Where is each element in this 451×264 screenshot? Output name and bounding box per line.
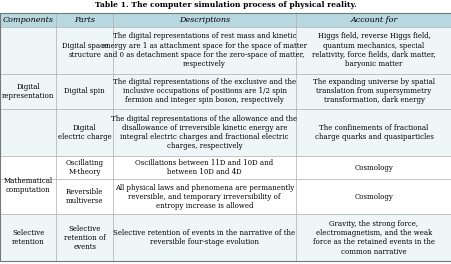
- Text: All physical laws and phenomena are permanently
reversible, and temporary irreve: All physical laws and phenomena are perm…: [115, 184, 294, 210]
- Text: Selective
retention: Selective retention: [12, 229, 45, 247]
- Text: Reversible
multiverse: Reversible multiverse: [66, 188, 103, 205]
- Text: Descriptions: Descriptions: [179, 16, 230, 24]
- Bar: [0, 13, 56, 27]
- Text: The digital representations of the exclusive and the
inclusive occupations of po: The digital representations of the exclu…: [113, 78, 295, 105]
- Bar: [295, 156, 451, 179]
- Bar: [295, 214, 451, 261]
- Bar: [0, 179, 56, 214]
- Text: The confinements of fractional
charge quarks and quasiparticles: The confinements of fractional charge qu…: [314, 124, 433, 141]
- Text: Gravity, the strong force,
electromagnetism, and the weak
force as the retained : Gravity, the strong force, electromagnet…: [313, 220, 434, 256]
- Bar: [295, 74, 451, 109]
- Bar: [113, 109, 295, 156]
- Text: Parts: Parts: [74, 16, 95, 24]
- Text: Mathematical
computation: Mathematical computation: [4, 177, 53, 194]
- Text: The expanding universe by spatial
translation from supersymmetry
transformation,: The expanding universe by spatial transl…: [313, 78, 434, 105]
- Text: Higgs field, reverse Higgs field,
quantum mechanics, special
relativity, force f: Higgs field, reverse Higgs field, quantu…: [312, 32, 435, 68]
- Text: Digital
representation: Digital representation: [2, 83, 54, 100]
- Bar: [56, 74, 113, 109]
- Bar: [295, 109, 451, 156]
- Text: Digital
electric charge: Digital electric charge: [58, 124, 111, 141]
- Bar: [113, 156, 295, 179]
- Bar: [56, 109, 113, 156]
- Text: Oscillating
M-theory: Oscillating M-theory: [65, 159, 104, 176]
- Bar: [56, 214, 113, 261]
- Bar: [295, 179, 451, 214]
- Bar: [113, 179, 295, 214]
- Bar: [56, 13, 113, 27]
- Text: Selective retention of events in the narrative of the
reversible four-stage evol: Selective retention of events in the nar…: [113, 229, 295, 247]
- Bar: [0, 27, 56, 74]
- Text: Oscillations between 11D and 10D and
between 10D and 4D: Oscillations between 11D and 10D and bet…: [135, 159, 273, 176]
- Bar: [0, 109, 56, 156]
- Bar: [295, 13, 451, 27]
- Bar: [0, 74, 56, 109]
- Bar: [295, 27, 451, 74]
- Text: The digital representations of rest mass and kinetic
energy are 1 as attachment : The digital representations of rest mass…: [102, 32, 306, 68]
- Text: Selective
retention of
events: Selective retention of events: [64, 225, 106, 251]
- Text: Account for: Account for: [350, 16, 397, 24]
- Text: Digital spin: Digital spin: [64, 87, 105, 95]
- Text: Cosmology: Cosmology: [354, 193, 393, 201]
- Text: Table 1. The computer simulation process of physical reality.: Table 1. The computer simulation process…: [95, 1, 356, 9]
- Bar: [113, 74, 295, 109]
- Bar: [0, 156, 56, 179]
- Bar: [56, 156, 113, 179]
- Bar: [56, 27, 113, 74]
- Bar: [113, 27, 295, 74]
- Bar: [0, 214, 56, 261]
- Bar: [113, 214, 295, 261]
- Bar: [56, 179, 113, 214]
- Text: The digital representations of the allowance and the
disallowance of irreversibl: The digital representations of the allow…: [111, 115, 297, 150]
- Text: Components: Components: [3, 16, 54, 24]
- Text: Cosmology: Cosmology: [354, 163, 393, 172]
- Text: Digital space
structure: Digital space structure: [61, 42, 108, 59]
- Bar: [113, 13, 295, 27]
